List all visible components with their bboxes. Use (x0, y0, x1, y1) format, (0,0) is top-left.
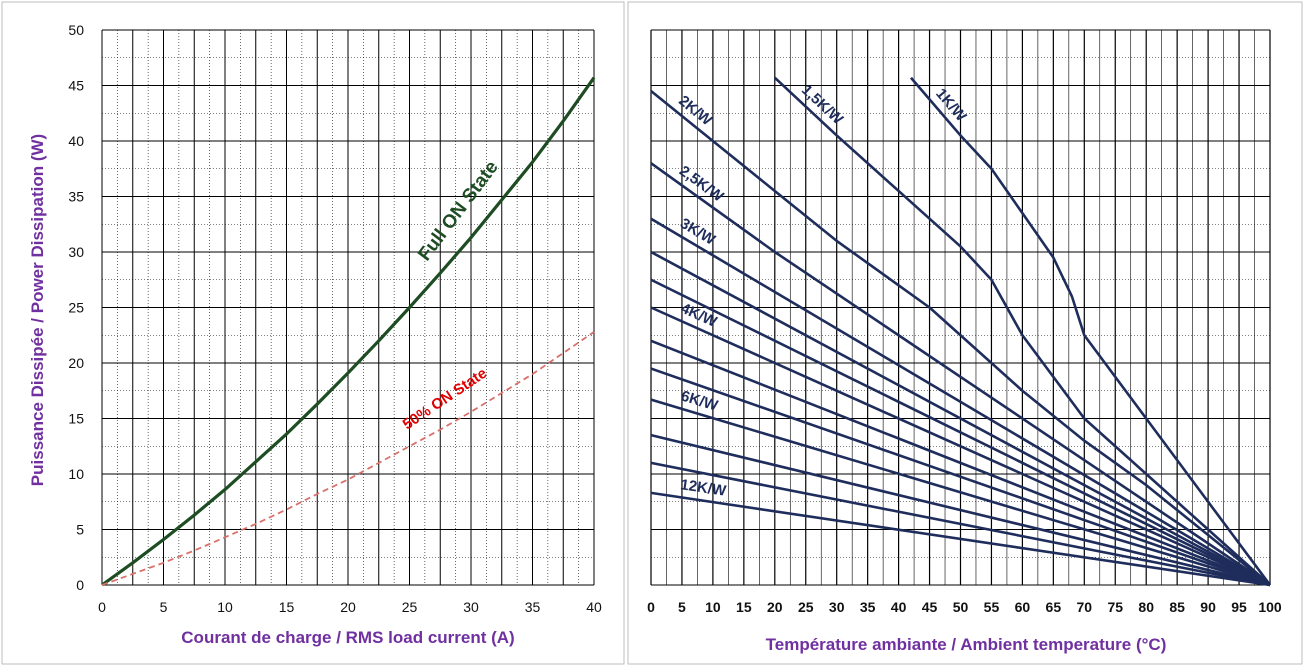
left-x-tick-label: 25 (402, 599, 418, 615)
series-line-thermal-resistance (650, 162, 1271, 587)
right-panel-frame (627, 1, 1303, 665)
left-y-tick-label: 0 (76, 577, 84, 593)
right-x-tick-label: 20 (767, 599, 783, 615)
right-x-tick-label: 15 (736, 599, 752, 615)
left-y-tick-label: 10 (68, 466, 84, 482)
series-label: 12K/W (679, 476, 728, 500)
series-line-thermal-resistance (650, 491, 1271, 587)
right-x-tick-label: 95 (1231, 599, 1247, 615)
right-x-tick-label: 70 (1077, 599, 1093, 615)
series-line-thermal-resistance (773, 76, 1271, 586)
right-x-tick-label: 50 (953, 599, 969, 615)
left-y-tick-label: 40 (68, 133, 84, 149)
left-x-tick-label: 10 (217, 599, 233, 615)
series-line-thermal-resistance (650, 306, 1271, 587)
left-y-tick-label: 50 (68, 22, 84, 38)
left-y-tick-label: 30 (68, 244, 84, 260)
right-x-tick-label: 60 (1015, 599, 1031, 615)
right-x-tick-label: 0 (647, 599, 655, 615)
left-x-axis-label: Courant de charge / RMS load current (A) (181, 628, 514, 647)
right-series (650, 76, 1272, 587)
full-on-label: Full ON State (414, 157, 503, 265)
series-line-thermal-resistance (650, 217, 1271, 587)
right-x-tick-label: 30 (829, 599, 845, 615)
right-x-tick-label: 40 (891, 599, 907, 615)
series-line-thermal-resistance (650, 339, 1271, 587)
left-y-tick-label: 45 (68, 78, 84, 94)
series-line-thermal-resistance (650, 433, 1271, 587)
left-x-tick-label: 20 (340, 599, 356, 615)
left-x-tick-label: 40 (586, 599, 602, 615)
series-line-full-on (101, 76, 596, 587)
right-x-tick-label: 80 (1138, 599, 1154, 615)
left-x-tick-label: 35 (525, 599, 541, 615)
left-y-tick-label: 25 (68, 300, 84, 316)
right-x-tick-label: 45 (922, 599, 938, 615)
left-y-tick-label: 20 (68, 355, 84, 371)
half-on-label: 50% ON State (400, 365, 490, 434)
series-line-thermal-resistance (650, 461, 1271, 587)
right-x-tick-label: 65 (1046, 599, 1062, 615)
right-x-tick-label: 100 (1258, 599, 1282, 615)
left-y-tick-label: 35 (68, 189, 84, 205)
series-line-thermal-resistance (650, 367, 1271, 587)
right-x-axis-label: Température ambiante / Ambient temperatu… (766, 635, 1167, 654)
right-tick-labels: 0 5 10 15 20 25 30 35 40 45 50 55 60 65 70 75 80 85 90 95 10… (647, 599, 1282, 615)
series-line-thermal-resistance (650, 278, 1271, 587)
left-x-tick-label: 15 (279, 599, 295, 615)
right-x-tick-label: 75 (1107, 599, 1123, 615)
left-x-tick-label: 30 (463, 599, 479, 615)
right-x-tick-label: 35 (860, 599, 876, 615)
right-x-tick-label: 90 (1200, 599, 1216, 615)
right-x-tick-label: 55 (984, 599, 1000, 615)
right-x-tick-label: 10 (705, 599, 721, 615)
left-series (101, 76, 596, 587)
left-y-tick-label: 5 (76, 522, 84, 538)
left-panel-frame (1, 1, 625, 665)
right-x-tick-label: 25 (798, 599, 814, 615)
series-line-thermal-resistance (650, 90, 1271, 587)
series-label: 1K/W (932, 85, 970, 125)
left-x-tick-label: 5 (160, 599, 168, 615)
series-line-thermal-resistance (650, 398, 1271, 587)
right-x-tick-label: 85 (1169, 599, 1185, 615)
left-x-tick-label: 0 (98, 599, 106, 615)
series-line-thermal-resistance (650, 250, 1271, 587)
left-y-tick-label: 15 (68, 411, 84, 427)
left-grid (101, 29, 595, 586)
right-x-tick-label: 5 (678, 599, 686, 615)
left-y-axis-label: Puissance Dissipée / Power Dissipation (… (28, 134, 47, 486)
left-tick-labels: 0 5 10 15 20 25 30 35 40 0 5 10 15 20 25 30 35 40 45 50 (68, 22, 602, 615)
series-line-thermal-resistance (909, 76, 1272, 586)
